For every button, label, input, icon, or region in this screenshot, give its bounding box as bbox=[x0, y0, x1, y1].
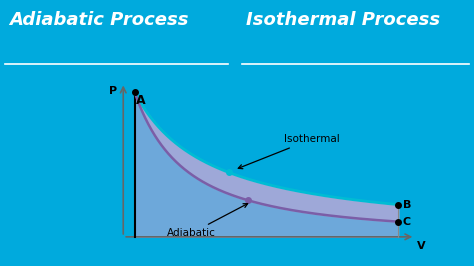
Text: Isothermal: Isothermal bbox=[238, 134, 339, 169]
Text: P: P bbox=[109, 86, 118, 96]
Text: Isothermal Process: Isothermal Process bbox=[246, 11, 441, 29]
Text: Adiabatic Process: Adiabatic Process bbox=[9, 11, 189, 29]
Text: Adiabatic: Adiabatic bbox=[167, 204, 247, 238]
Text: A: A bbox=[137, 94, 146, 107]
Text: B: B bbox=[403, 200, 411, 210]
Text: C: C bbox=[403, 217, 411, 227]
Text: V: V bbox=[417, 241, 426, 251]
